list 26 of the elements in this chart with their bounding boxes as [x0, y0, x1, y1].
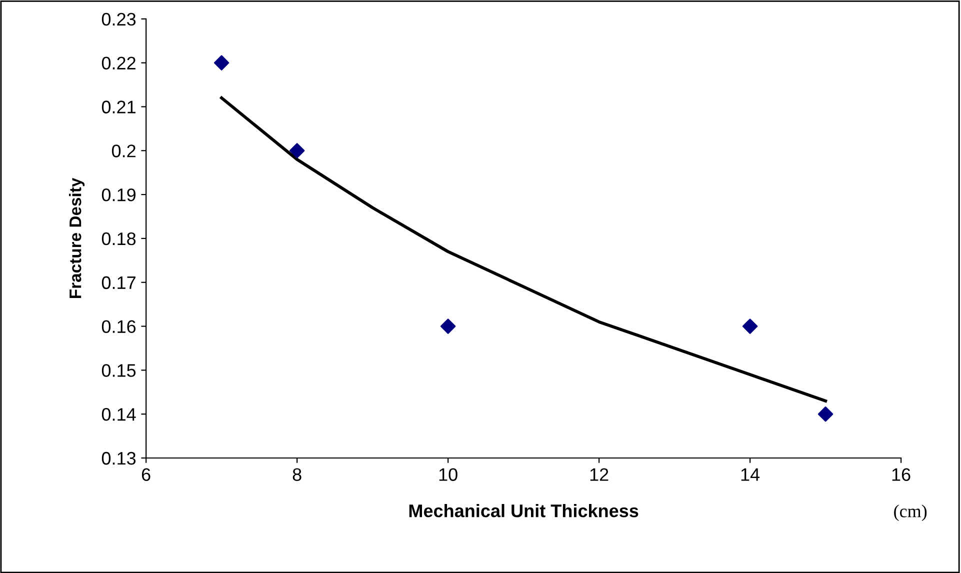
y-tick-label: 0.18 — [102, 232, 136, 246]
y-tick-label: 0.2 — [112, 144, 136, 158]
x-axis-title: Mechanical Unit Thickness — [409, 504, 638, 518]
y-axis-title: Fracture Desity — [69, 178, 85, 298]
x-tick-label: 14 — [741, 468, 760, 481]
point — [289, 142, 305, 158]
line-series — [220, 96, 828, 402]
x-tick-label: 6 — [142, 468, 150, 481]
x-tick-label: 8 — [292, 468, 302, 481]
y-tick-label: 0.16 — [102, 320, 136, 333]
point — [742, 318, 758, 334]
y-tick-label: 0.22 — [102, 56, 136, 70]
y-tick-label: 0.14 — [102, 408, 136, 421]
point — [818, 406, 834, 422]
y-tick-label: 0.17 — [102, 276, 136, 290]
point — [214, 55, 230, 70]
text: (cm) — [894, 504, 927, 522]
x-tick-label: 12 — [590, 468, 608, 481]
y-tick-label: 0.15 — [102, 364, 136, 377]
y-tick-label: 0.13 — [102, 452, 136, 465]
x-tick-label: 10 — [439, 468, 458, 481]
x-tick-label: 16 — [892, 468, 910, 481]
y-tick-label: 0.23 — [102, 12, 136, 26]
point — [440, 318, 456, 334]
y-tick-label: 0.19 — [102, 188, 136, 202]
y-tick-label: 0.21 — [102, 100, 136, 114]
